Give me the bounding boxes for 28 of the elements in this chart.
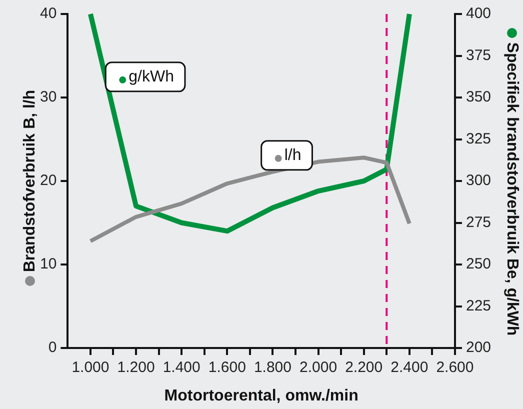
x-tick-label: 1.200: [117, 359, 155, 376]
y-tick-label: 0: [48, 339, 57, 356]
y-tick-label: 30: [40, 88, 57, 106]
y2-tick-label: 375: [466, 46, 492, 64]
y2-tick-label: 400: [466, 5, 492, 22]
y-tick-label: 40: [40, 5, 57, 22]
x-tick-label: 2.600: [436, 359, 474, 376]
x-axis-title: Motortoerental, omw./min: [164, 387, 358, 404]
y2-tick-label: 300: [466, 172, 492, 190]
y2-tick-label: 250: [466, 256, 492, 273]
y2-axis-title: Specifiek brandstofverbruik Be, g/kWh: [504, 42, 521, 336]
y2-tick-label: 325: [466, 130, 492, 148]
legend-label: l/h: [284, 146, 302, 164]
x-tick-label: 1.400: [162, 359, 200, 376]
y-tick-label: 20: [40, 172, 57, 190]
y2-tick-label: 350: [466, 88, 492, 106]
x-tick-label: 2.000: [300, 359, 338, 376]
y2-tick-label: 225: [466, 297, 492, 314]
y-tick-label: 10: [40, 256, 57, 273]
legend-label: g/kWh: [128, 68, 174, 86]
x-tick-label: 2.400: [390, 359, 428, 376]
x-tick-label: 1.000: [72, 359, 110, 376]
y-axis-title: Brandstofverbruik B, l/h: [21, 90, 38, 272]
y2-tick-label: 275: [466, 214, 492, 231]
y2-tick-label: 200: [466, 339, 492, 356]
x-tick-label: 1.600: [208, 359, 246, 376]
x-tick-label: 2.200: [345, 359, 383, 376]
x-tick-label: 1.800: [254, 359, 292, 376]
